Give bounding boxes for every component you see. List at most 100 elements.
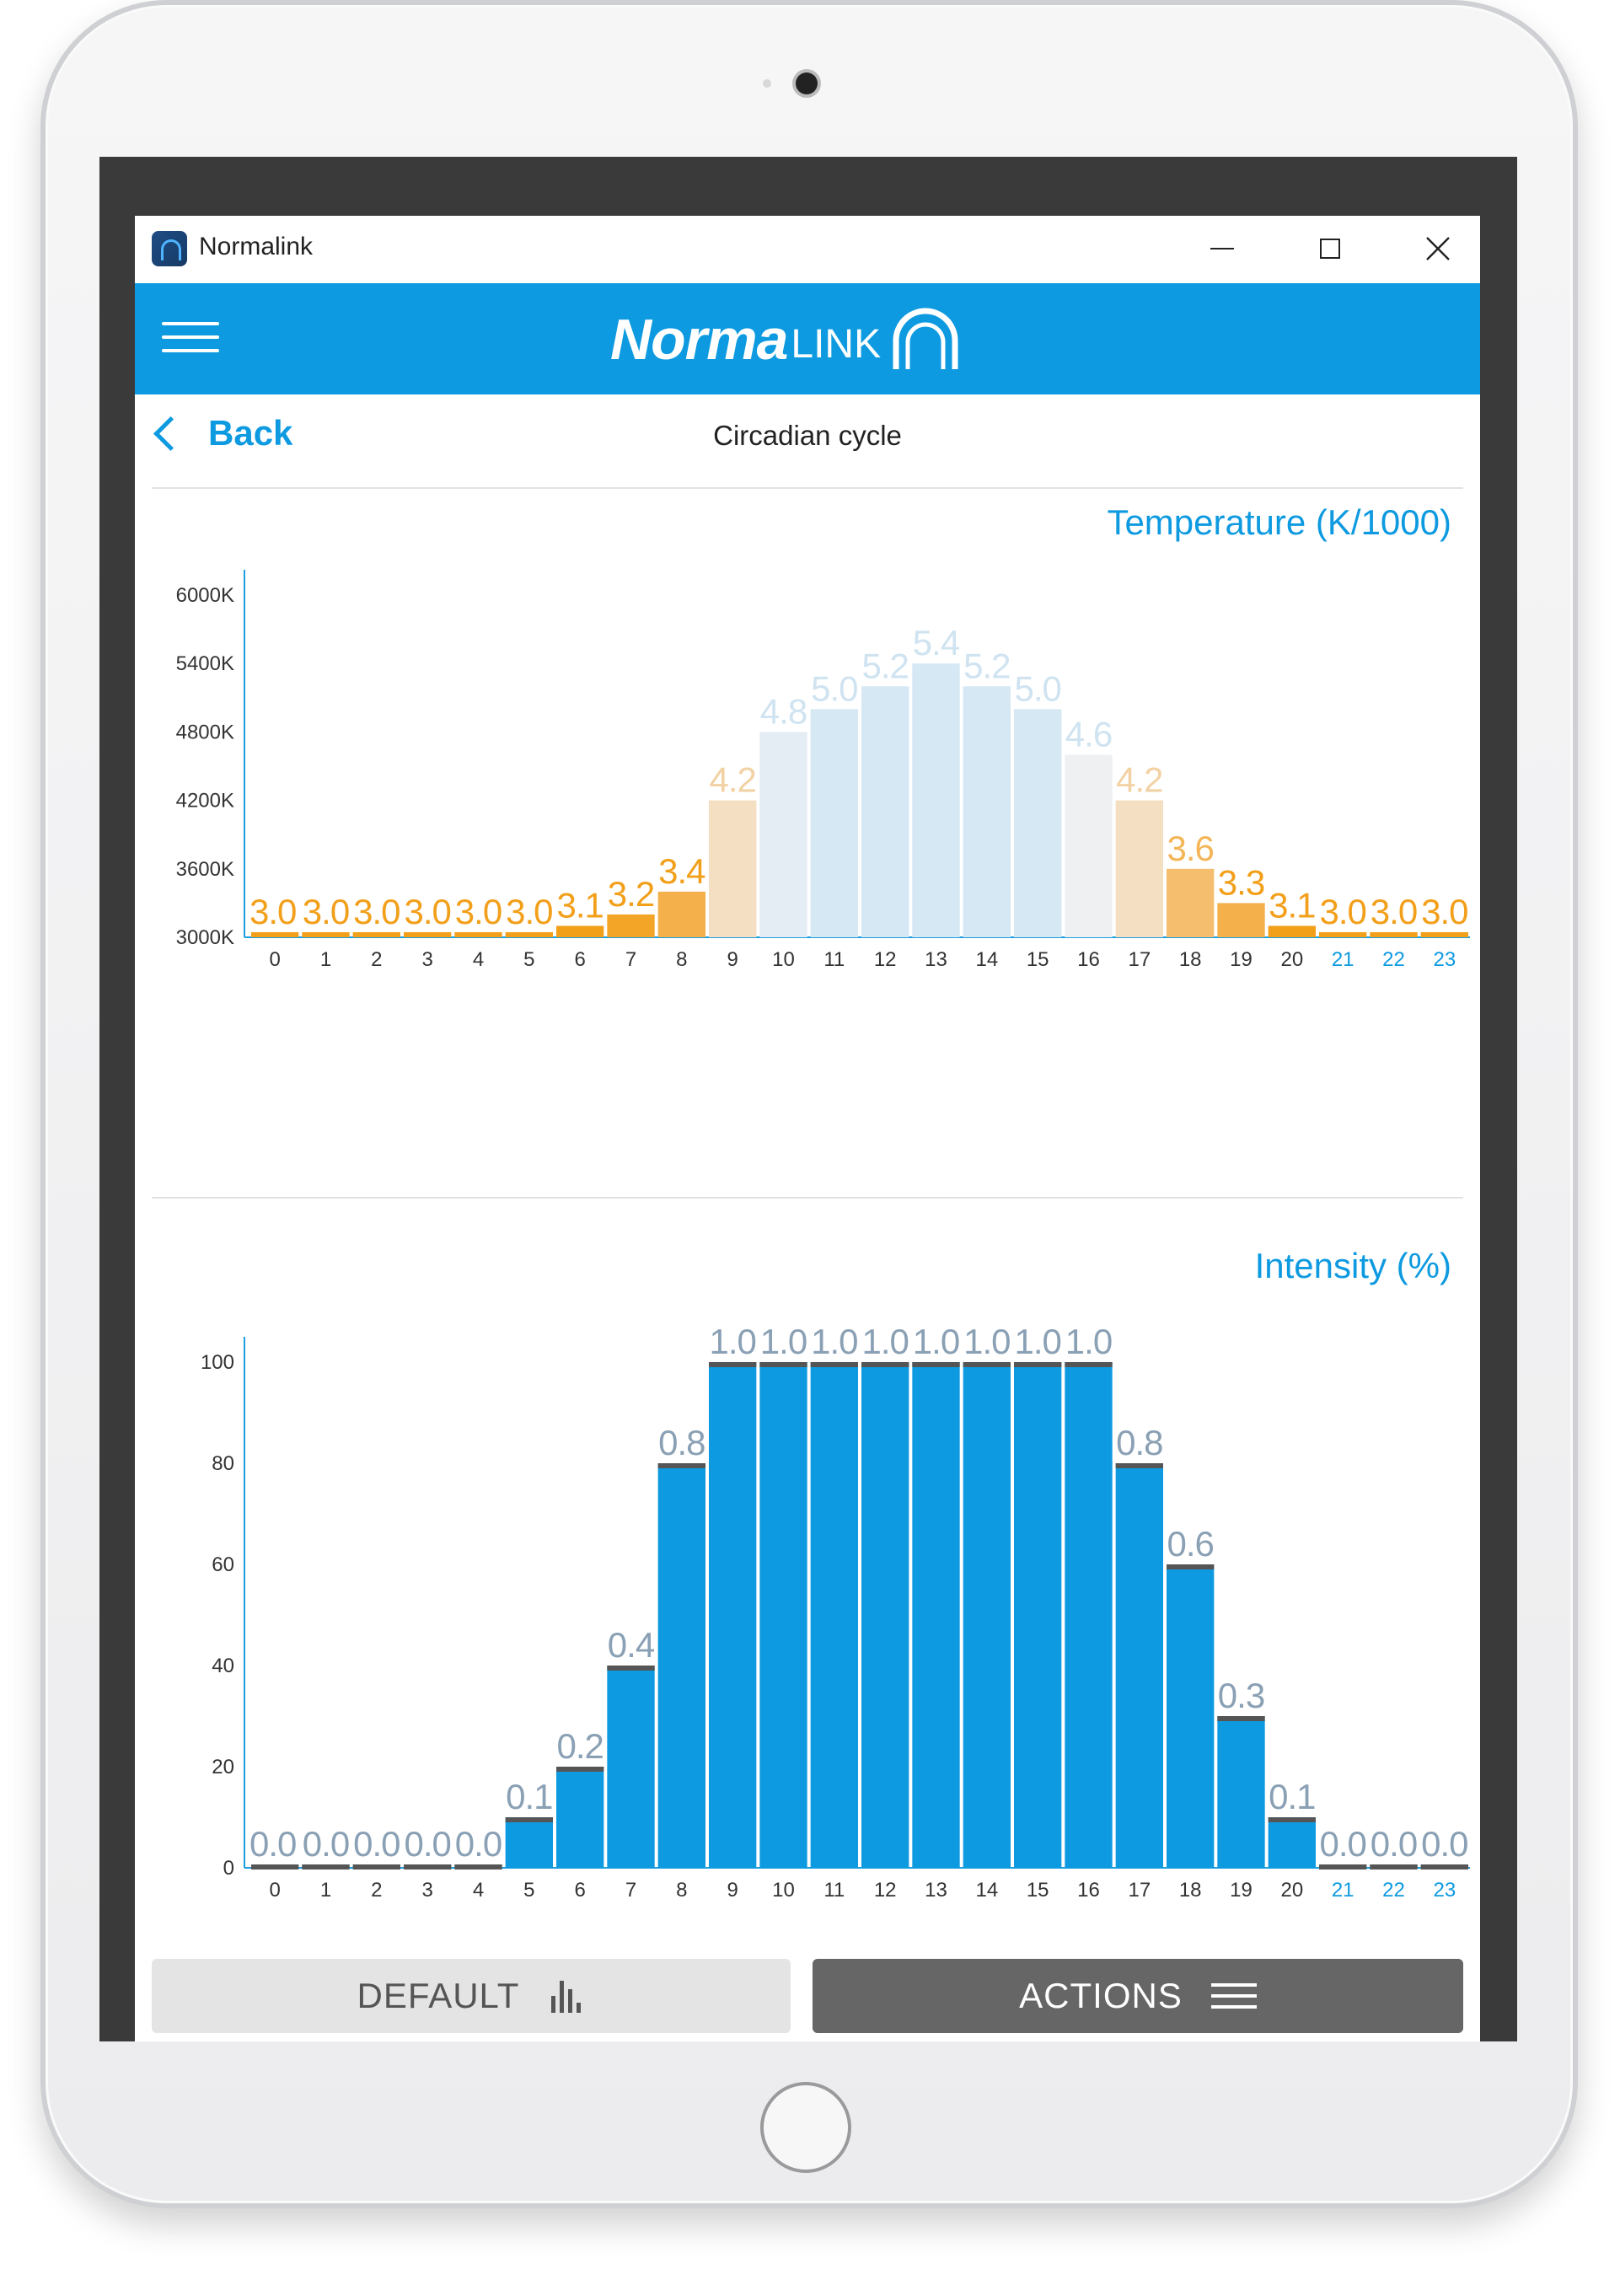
- y-tick-label: 4800K: [176, 721, 234, 743]
- data-label: 3.0: [353, 892, 400, 931]
- logo-arc-icon: [893, 308, 958, 369]
- data-label: 0.0: [455, 1824, 502, 1864]
- bar: [810, 709, 858, 937]
- x-tick-label: 5: [523, 948, 534, 971]
- data-label: 3.0: [1319, 892, 1365, 931]
- bar: [1115, 800, 1163, 937]
- data-label: 1.0: [760, 1322, 807, 1361]
- data-label: 0.0: [404, 1824, 450, 1864]
- bar: [404, 932, 452, 937]
- minimize-button[interactable]: [1188, 221, 1256, 276]
- y-tick-label: 20: [212, 1756, 234, 1778]
- data-label: 4.8: [760, 691, 807, 731]
- data-label: 3.0: [303, 892, 349, 931]
- bar: [352, 932, 400, 937]
- y-tick-label: 40: [212, 1655, 234, 1677]
- data-label: 0.0: [249, 1824, 296, 1864]
- bar-cap: [302, 1864, 350, 1870]
- bar: [1268, 1817, 1316, 1868]
- x-tick-label: 2: [371, 1879, 382, 1902]
- page-title: Circadian cycle: [713, 420, 902, 451]
- back-button[interactable]: Back: [150, 413, 292, 453]
- data-label: 0.0: [1319, 1824, 1365, 1864]
- bar: [1014, 1362, 1062, 1868]
- bar-cap: [1319, 1864, 1367, 1870]
- x-tick-label: 15: [1027, 1879, 1049, 1902]
- bar: [1217, 1716, 1265, 1868]
- bar: [302, 932, 350, 937]
- bar-cap: [1268, 1817, 1316, 1822]
- bar: [1065, 754, 1113, 937]
- x-tick-label: 22: [1382, 1879, 1405, 1902]
- home-button[interactable]: [760, 2082, 851, 2173]
- bar-chart-icon: [551, 1981, 582, 2013]
- bar-cap: [607, 1666, 655, 1671]
- x-tick-label: 0: [269, 948, 280, 971]
- data-label: 5.0: [1014, 668, 1060, 708]
- window-titlebar: Normalink: [135, 216, 1480, 283]
- logo-sub-text: LINK: [791, 321, 882, 367]
- bar: [505, 932, 553, 937]
- bar-cap: [657, 1463, 705, 1468]
- data-label: 0.8: [1116, 1423, 1162, 1462]
- x-tick-label: 17: [1128, 1879, 1151, 1902]
- intensity-chart: 0 20 40 60 80 100 0.0 0 0.0 1 0.0 2 0.0 3 0.0 4 0.1 5 0.2 6…: [201, 1322, 1470, 1902]
- bar: [1167, 1564, 1215, 1868]
- data-label: 0.1: [506, 1777, 552, 1816]
- menu-button[interactable]: [162, 322, 219, 356]
- data-label: 1.0: [709, 1322, 755, 1361]
- x-tick-label: 9: [727, 948, 738, 971]
- x-tick-label: 14: [975, 1879, 998, 1902]
- x-tick-label: 3: [421, 948, 432, 971]
- bar-cap: [1115, 1463, 1163, 1468]
- bar-cap: [251, 1864, 299, 1870]
- bar: [1370, 932, 1418, 937]
- bar: [607, 914, 655, 937]
- actions-button[interactable]: ACTIONS: [813, 1959, 1463, 2033]
- x-tick-label: 0: [269, 1879, 280, 1902]
- maximize-button[interactable]: [1296, 221, 1364, 276]
- bar-cap: [352, 1864, 400, 1870]
- data-label: 0.2: [556, 1726, 603, 1766]
- data-label: 1.0: [963, 1322, 1010, 1361]
- data-label: 3.0: [404, 892, 450, 931]
- window-title: Normalink: [199, 233, 314, 260]
- x-tick-label: 7: [625, 948, 636, 971]
- nav-row: Back Circadian cycle: [135, 394, 1480, 479]
- data-label: 3.0: [1421, 892, 1467, 931]
- close-icon: [1426, 237, 1450, 260]
- bar: [963, 686, 1011, 937]
- x-tick-label: 22: [1382, 948, 1405, 971]
- default-button-label: DEFAULT: [357, 1976, 520, 2015]
- x-tick-label: 3: [421, 1879, 432, 1902]
- menu-icon-line: [162, 322, 219, 325]
- data-label: 0.1: [1269, 1777, 1315, 1816]
- x-tick-label: 14: [975, 948, 998, 971]
- bar: [912, 1362, 960, 1868]
- data-label: 0.4: [608, 1625, 655, 1665]
- menu-icon-line: [162, 349, 219, 352]
- x-tick-label: 10: [772, 948, 795, 971]
- data-label: 0.0: [353, 1824, 400, 1864]
- bar-cap: [861, 1362, 909, 1367]
- bar-cap: [505, 1817, 553, 1822]
- back-label: Back: [208, 413, 293, 453]
- default-button[interactable]: DEFAULT: [152, 1959, 791, 2033]
- data-label: 5.2: [861, 646, 908, 685]
- maximize-icon: [1320, 239, 1340, 259]
- data-label: 1.0: [861, 1322, 908, 1361]
- bar: [1115, 1463, 1163, 1868]
- x-tick-label: 12: [874, 1879, 897, 1902]
- data-label: 0.8: [658, 1423, 705, 1462]
- x-tick-label: 23: [1433, 1879, 1456, 1902]
- x-tick-label: 18: [1179, 948, 1202, 971]
- x-tick-label: 18: [1179, 1879, 1202, 1902]
- divider: [152, 1197, 1463, 1199]
- close-button[interactable]: [1404, 221, 1472, 276]
- x-tick-label: 11: [823, 948, 845, 971]
- bar: [556, 1767, 604, 1868]
- y-tick-label: 3600K: [176, 858, 234, 881]
- bar: [1065, 1362, 1113, 1868]
- app-window: Normalink Norma LINK Back Circadian cycl…: [135, 216, 1480, 2041]
- intensity-chart-title: Intensity (%): [1254, 1246, 1451, 1285]
